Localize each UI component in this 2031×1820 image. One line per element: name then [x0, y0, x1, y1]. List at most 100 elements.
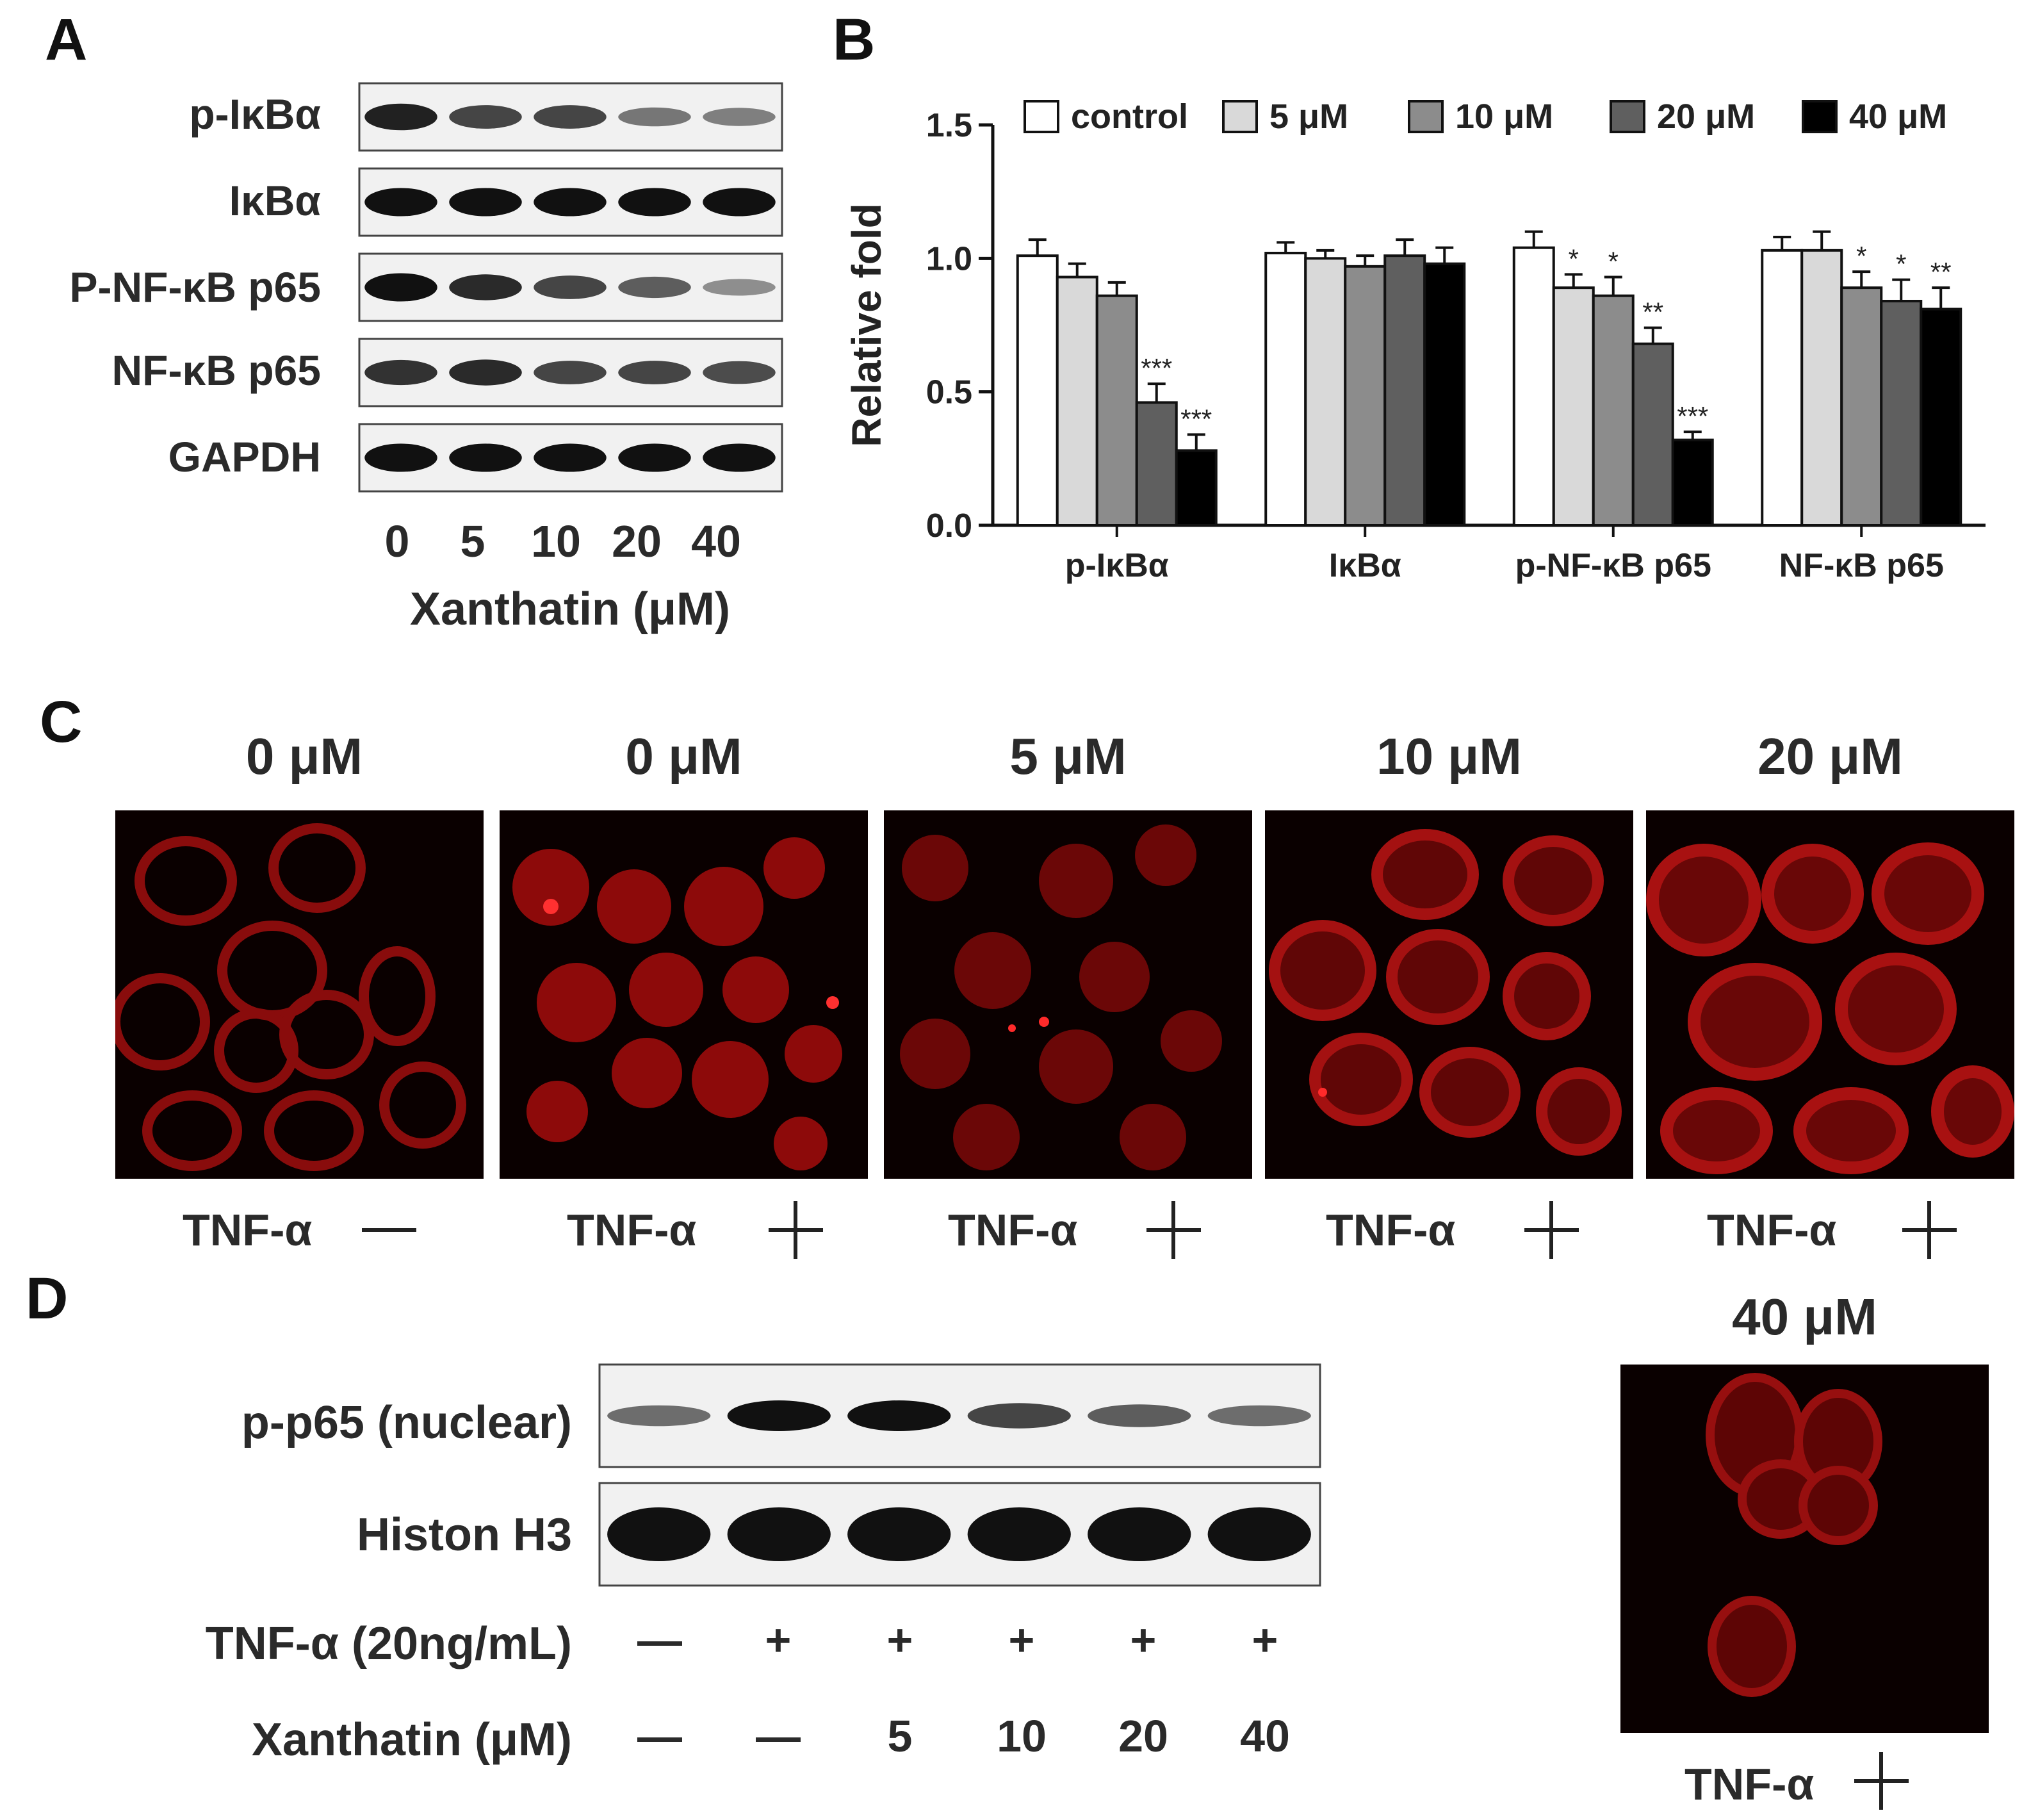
blot-strip	[598, 1363, 1321, 1468]
western-blot-a	[358, 82, 783, 493]
blot-a-row-label: IκBα	[229, 177, 321, 224]
tnf-lane-value: +	[1252, 1615, 1278, 1665]
micrograph-title: 20 μM	[1758, 728, 1903, 785]
bar	[1880, 300, 1923, 527]
blot-band	[703, 279, 776, 296]
y-tick-label: 0.5	[926, 374, 972, 411]
panel-d-letter: D	[26, 1266, 69, 1331]
blot-band	[449, 274, 522, 300]
lane-label: 0	[384, 516, 410, 566]
blot-a-row-label: GAPDH	[168, 433, 321, 480]
blot-d-row-label: Histon H3	[356, 1509, 572, 1561]
blot-band	[618, 276, 691, 299]
blot-band	[1088, 1507, 1191, 1561]
micrograph-5uM-tnf	[884, 810, 1252, 1179]
blot-band	[364, 188, 437, 217]
blot-band	[534, 443, 607, 472]
tnf-label: TNF-α	[1326, 1205, 1456, 1255]
blot-band	[1207, 1405, 1311, 1427]
bar	[1552, 286, 1595, 527]
bar	[1135, 401, 1178, 527]
blot-band	[449, 105, 522, 129]
micrograph-0uM-untreated	[115, 810, 484, 1179]
blot-band	[618, 361, 691, 384]
plus-sign-icon	[1854, 1752, 1909, 1810]
micrograph-title: 40 μM	[1732, 1288, 1877, 1345]
xanthatin-lane-value: —	[756, 1711, 801, 1761]
western-blot-d	[598, 1363, 1321, 1587]
micrograph-title: 5 μM	[1009, 728, 1127, 785]
legend-label: control	[1071, 97, 1188, 136]
plus-sign-icon	[769, 1201, 823, 1259]
tnf-label: TNF-α	[183, 1205, 313, 1255]
significance-label: **	[1642, 297, 1663, 327]
lane-label: 40	[691, 516, 741, 566]
blot-band	[618, 188, 691, 217]
bar	[1344, 265, 1387, 527]
bar	[1761, 249, 1804, 527]
xanthatin-lane-value: 5	[887, 1711, 913, 1761]
blot-band	[364, 359, 437, 386]
blot-band	[534, 188, 607, 217]
micrograph-0uM-tnf	[500, 810, 868, 1179]
micrograph-10uM-tnf	[1265, 810, 1633, 1179]
blot-d-row-label: p-p65 (nuclear)	[241, 1397, 572, 1448]
significance-label: ***	[1141, 353, 1172, 383]
blot-band	[703, 361, 776, 384]
bar	[1264, 252, 1307, 527]
significance-label: *	[1856, 241, 1866, 271]
blot-band	[967, 1403, 1071, 1429]
x-tick-label: IκBα	[1329, 547, 1401, 584]
bar	[1920, 307, 1962, 527]
blot-a-xlabel: Xanthatin (μM)	[410, 584, 730, 635]
panel-b-letter: B	[833, 7, 876, 72]
blot-band	[703, 108, 776, 126]
bar	[1304, 257, 1347, 527]
y-tick-label: 0.0	[926, 507, 972, 545]
y-axis-label: Relative fold	[844, 203, 890, 447]
panel-a-letter: A	[45, 7, 88, 72]
bar	[1423, 262, 1466, 527]
blot-a-row-label: NF-κB p65	[111, 347, 322, 394]
blot-band	[449, 359, 522, 386]
legend-swatch	[1222, 100, 1258, 133]
y-tick-label: 1.0	[926, 240, 972, 277]
legend-label: 5 μM	[1269, 97, 1348, 136]
legend-swatch	[1408, 100, 1444, 133]
legend-label: 20 μM	[1657, 97, 1755, 136]
bar	[1175, 449, 1218, 527]
tnf-row-label: TNF-α (20ng/mL)	[205, 1618, 572, 1669]
blot-band	[607, 1405, 711, 1427]
bar	[1095, 294, 1138, 527]
blot-band	[703, 443, 776, 472]
legend-swatch	[1610, 100, 1645, 133]
blot-band	[727, 1400, 831, 1431]
x-tick-label: NF-κB p65	[1779, 547, 1944, 584]
blot-band	[847, 1400, 951, 1431]
bar	[1056, 275, 1098, 527]
micrograph-title: 10 μM	[1376, 728, 1522, 785]
blot-band	[534, 275, 607, 299]
y-tick-label: 1.5	[926, 107, 972, 144]
blot-band	[1207, 1507, 1311, 1561]
micrograph-title: 0 μM	[245, 728, 363, 785]
blot-band	[534, 361, 607, 384]
blot-band	[534, 105, 607, 129]
blot-band	[364, 443, 437, 472]
tnf-lane-value: +	[1008, 1615, 1035, 1665]
blot-band	[727, 1507, 831, 1561]
blot-band	[364, 273, 437, 302]
bar	[1631, 342, 1674, 527]
bar	[1800, 249, 1843, 527]
tnf-label: TNF-α	[567, 1205, 697, 1255]
legend-swatch	[1802, 100, 1838, 133]
plus-sign-icon	[1524, 1201, 1579, 1259]
xanthatin-lane-value: 40	[1240, 1711, 1290, 1761]
blot-band	[364, 103, 437, 131]
tnf-lane-value: +	[765, 1615, 792, 1665]
panel-c-letter: C	[40, 689, 83, 755]
significance-label: *	[1608, 247, 1619, 277]
tnf-lane-value: +	[886, 1615, 913, 1665]
tnf-label: TNF-α	[1707, 1205, 1837, 1255]
